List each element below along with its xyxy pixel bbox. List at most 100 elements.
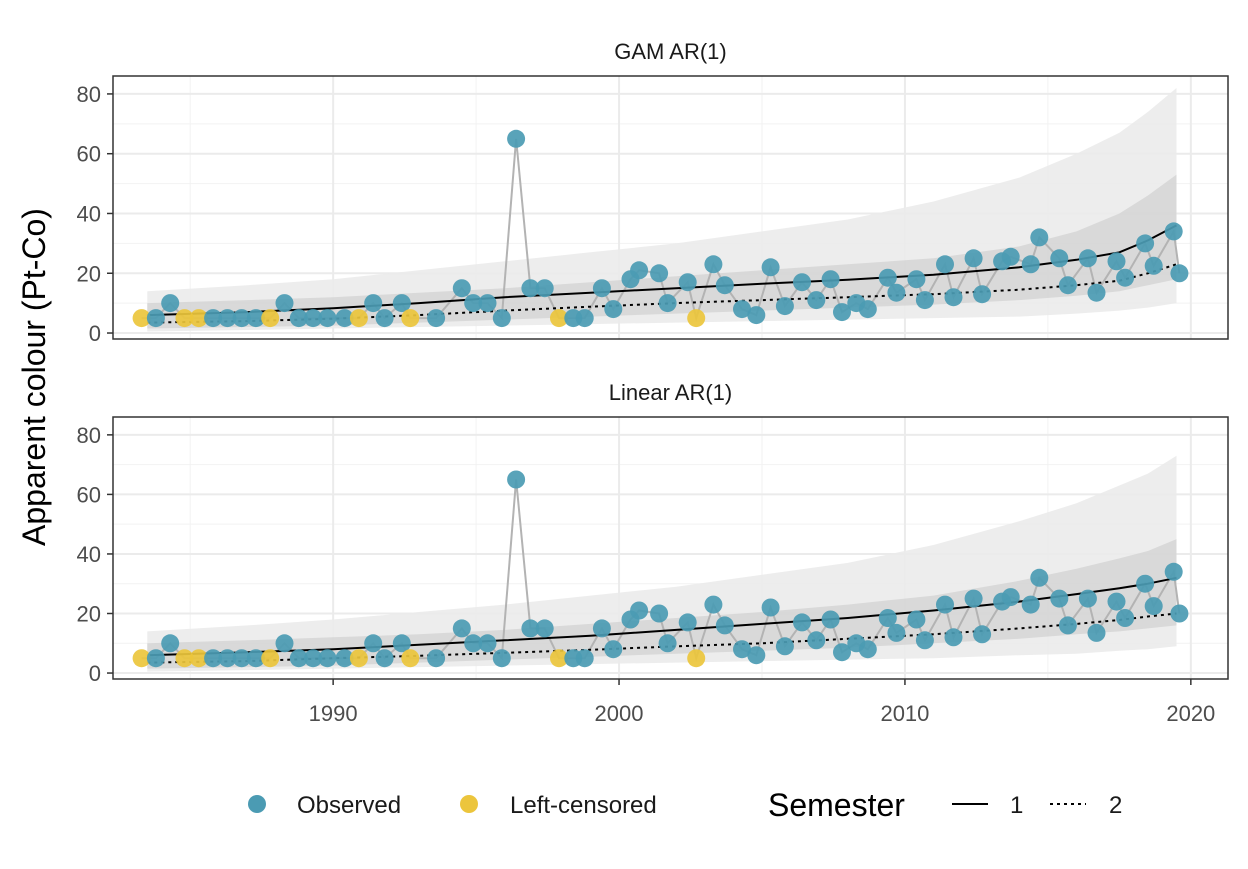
observed-point	[232, 309, 251, 328]
observed-point	[507, 470, 526, 489]
observed-point	[364, 294, 383, 313]
observed-point	[146, 649, 165, 668]
observed-point	[1078, 589, 1097, 608]
observed-point	[375, 309, 394, 328]
left-censored-point	[401, 649, 420, 668]
y-tick-label: 80	[77, 423, 101, 448]
observed-point	[878, 268, 897, 287]
observed-point	[592, 619, 611, 638]
x-tick-label: 2000	[595, 701, 644, 726]
observed-point	[944, 628, 963, 647]
legend-censored-key	[460, 795, 478, 813]
observed-point	[452, 619, 471, 638]
observed-point	[833, 643, 851, 662]
observed-point	[630, 261, 649, 280]
observed-point	[1144, 597, 1163, 616]
y-tick-label: 80	[77, 82, 101, 107]
y-tick-label: 60	[77, 142, 101, 167]
observed-point	[1078, 249, 1097, 268]
observed-point	[464, 634, 483, 653]
observed-point	[964, 249, 983, 268]
observed-point	[678, 613, 697, 632]
observed-point	[146, 309, 165, 328]
observed-point	[1087, 623, 1106, 642]
x-tick-label: 2020	[1166, 701, 1215, 726]
observed-point	[807, 631, 826, 650]
observed-point	[1001, 588, 1020, 607]
observed-point	[761, 598, 780, 617]
observed-point	[747, 306, 766, 325]
observed-point	[887, 283, 906, 302]
observed-point	[575, 309, 594, 328]
observed-point	[1021, 255, 1040, 274]
observed-point	[575, 649, 594, 668]
observed-point	[1164, 222, 1183, 241]
observed-point	[452, 279, 471, 298]
prediction-ribbon-inner	[147, 174, 1177, 329]
observed-point	[1136, 574, 1155, 593]
legend-observed-key	[248, 795, 266, 813]
observed-point	[478, 634, 497, 653]
observed-point	[1087, 283, 1106, 302]
observed-point	[775, 297, 794, 316]
observed-point	[335, 309, 354, 328]
fit-line-semester-1	[147, 576, 1177, 657]
legend-semester-2-label: 2	[1109, 792, 1122, 819]
observed-point	[364, 634, 383, 653]
legend: Observed Left-censored Semester 1 2	[248, 787, 1122, 823]
observed-point	[973, 625, 992, 644]
observed-point	[650, 264, 669, 283]
legend-semester-title: Semester	[768, 787, 905, 823]
observed-point	[1170, 604, 1189, 623]
y-axis-title: Apparent colour (Pt-Co)	[16, 208, 52, 546]
y-tick-label: 60	[77, 482, 101, 507]
observed-point	[733, 300, 751, 319]
observed-point	[1050, 249, 1069, 268]
observed-point	[275, 634, 294, 653]
observed-point	[1144, 256, 1163, 275]
left-censored-point	[550, 309, 568, 328]
observed-point	[733, 640, 751, 659]
left-censored-point	[687, 309, 706, 328]
x-tick-label: 2010	[880, 701, 929, 726]
observed-point	[318, 309, 337, 328]
observed-point	[1021, 595, 1040, 614]
left-censored-point	[132, 649, 151, 668]
panel-border	[112, 416, 1229, 680]
y-tick-label: 20	[77, 602, 101, 627]
observed-point	[478, 294, 497, 313]
observed-point	[907, 610, 926, 629]
facet-title: GAM AR(1)	[614, 39, 726, 64]
left-censored-point	[175, 649, 194, 668]
legend-semester-1-label: 1	[1010, 792, 1023, 819]
observed-point	[747, 646, 766, 665]
observed-point	[427, 649, 446, 668]
observed-point	[807, 291, 826, 310]
observed-point	[375, 649, 394, 668]
observed-point	[275, 294, 294, 313]
left-censored-point	[261, 309, 280, 328]
left-censored-point	[550, 649, 568, 668]
y-tick-label: 0	[89, 321, 101, 346]
observed-point	[318, 649, 337, 668]
observed-point	[915, 631, 934, 650]
observed-point	[936, 595, 954, 614]
facet-title: Linear AR(1)	[609, 380, 733, 405]
left-censored-point	[687, 649, 706, 668]
observed-point	[521, 279, 540, 298]
left-censored-point	[132, 309, 151, 328]
observed-point	[915, 291, 934, 310]
observed-point	[715, 616, 734, 635]
left-censored-point	[189, 309, 208, 328]
observed-point	[1136, 234, 1155, 253]
facet-panel: GAM AR(1) 0 20 40 60 80	[77, 39, 1229, 346]
observed-point	[1107, 592, 1126, 611]
observed-point	[161, 634, 180, 653]
facet-panel: Linear AR(1) 0 20 40 60 80 1990 2000 2010 2020	[77, 380, 1229, 726]
observed-point	[1116, 609, 1135, 627]
observed-point	[304, 649, 323, 668]
observed-point	[1164, 562, 1183, 581]
observed-point	[492, 649, 511, 668]
observed-point	[335, 649, 354, 668]
